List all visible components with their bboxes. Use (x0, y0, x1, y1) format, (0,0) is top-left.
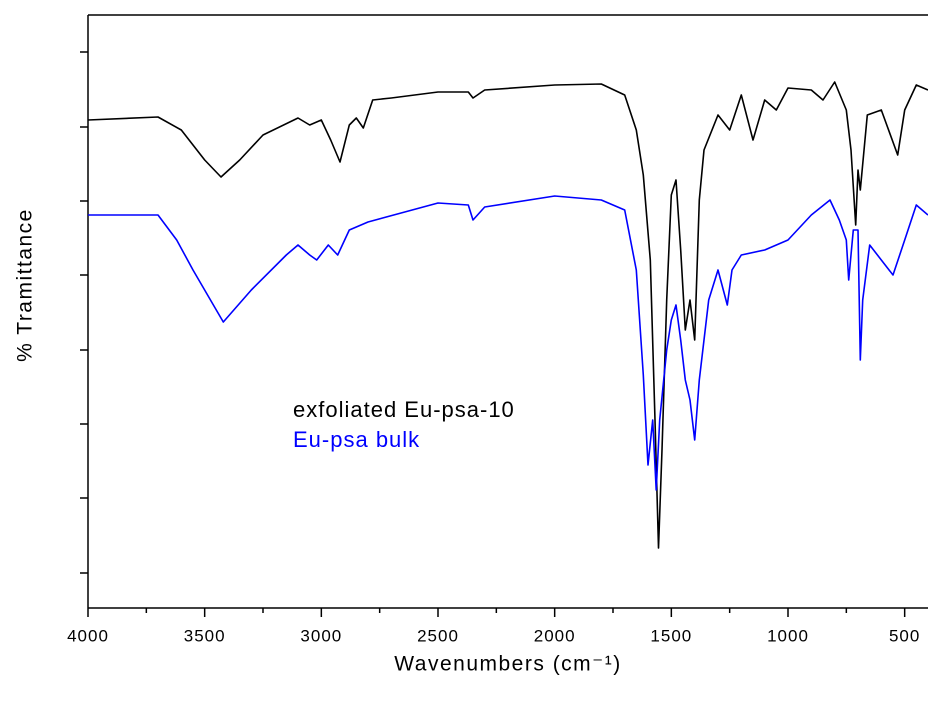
x-tick-label: 500 (889, 626, 920, 645)
x-tick-label: 3500 (184, 626, 226, 645)
spectrum-line (87, 81, 928, 549)
x-tick-label: 3000 (300, 626, 342, 645)
y-axis-label: % Tramittance (14, 208, 37, 362)
spectrum-line (88, 195, 928, 491)
legend-entry: Eu-psa bulk (293, 427, 420, 452)
x-tick-label: 4000 (67, 626, 109, 645)
x-axis-label: Wavenumbers (cm⁻¹) (394, 653, 622, 676)
x-tick-label: 1000 (767, 626, 809, 645)
x-tick-label: 2000 (534, 626, 576, 645)
x-tick-label: 2500 (417, 626, 459, 645)
legend-entry: exfoliated Eu-psa-10 (293, 397, 515, 422)
x-tick-label: 1500 (650, 626, 692, 645)
